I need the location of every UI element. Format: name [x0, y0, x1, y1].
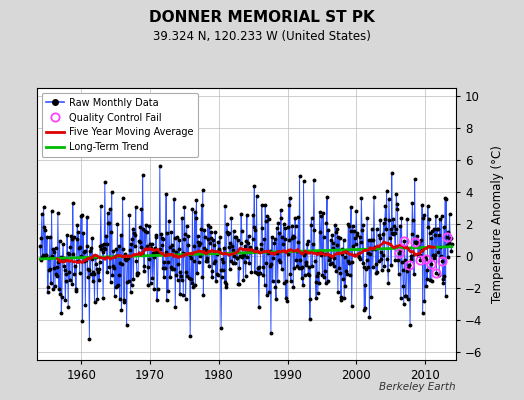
Legend: Raw Monthly Data, Quality Control Fail, Five Year Moving Average, Long-Term Tren: Raw Monthly Data, Quality Control Fail, …: [41, 93, 198, 157]
Text: DONNER MEMORIAL ST PK: DONNER MEMORIAL ST PK: [149, 10, 375, 25]
Text: Berkeley Earth: Berkeley Earth: [379, 382, 456, 392]
Y-axis label: Temperature Anomaly (°C): Temperature Anomaly (°C): [490, 145, 504, 303]
Text: 39.324 N, 120.233 W (United States): 39.324 N, 120.233 W (United States): [153, 30, 371, 43]
